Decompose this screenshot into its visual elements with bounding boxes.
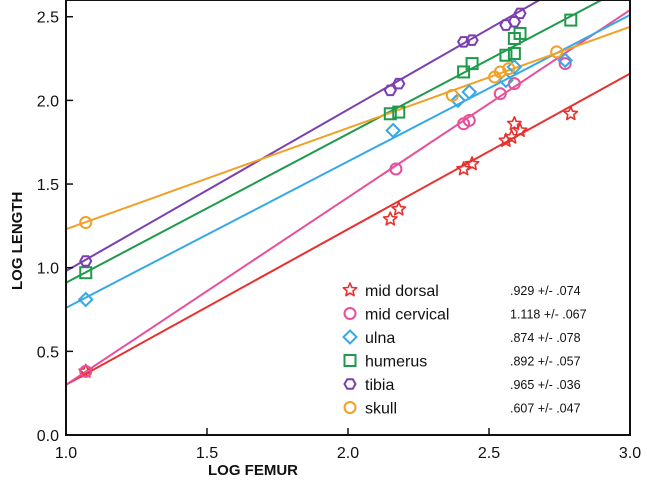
y-tick-label: 2.5 <box>37 10 59 27</box>
point-ulna <box>461 84 478 100</box>
point-ulna <box>77 291 94 308</box>
point-mid-dorsal <box>464 156 480 171</box>
point-mid-dorsal <box>498 132 514 147</box>
point-skull <box>550 45 564 59</box>
legend-label-mid-cervical: mid cervical <box>365 307 449 324</box>
fit-line-ulna <box>66 14 630 309</box>
legend-slope-tibia: .965 +/- .036 <box>510 378 581 392</box>
point-ulna <box>506 59 523 75</box>
legend-marker-tibia <box>343 378 357 390</box>
x-tick-label: 2.5 <box>478 445 500 462</box>
point-tibia <box>383 84 397 97</box>
point-mid-cervical <box>493 87 507 101</box>
x-tick-label: 2.0 <box>337 445 359 462</box>
fit-line-tibia <box>66 0 542 272</box>
y-tick-label: 0.5 <box>37 344 59 361</box>
y-tick-label: 1.5 <box>37 177 59 194</box>
point-mid-cervical <box>389 162 403 176</box>
point-humerus <box>507 47 521 61</box>
point-tibia <box>465 34 479 46</box>
y-axis-title: LOG LENGTH <box>9 192 26 290</box>
legend-slope-mid-dorsal: .929 +/- .074 <box>510 284 581 298</box>
legend-marker-skull <box>343 401 357 414</box>
point-humerus <box>564 13 578 27</box>
x-tick-label: 1.0 <box>55 445 77 462</box>
point-humerus <box>513 26 527 40</box>
point-humerus <box>465 57 479 71</box>
legend-marker-mid-dorsal <box>342 282 358 297</box>
point-mid-dorsal <box>506 116 522 131</box>
data-markers <box>77 7 579 378</box>
point-mid-cervical <box>558 57 572 71</box>
point-skull <box>493 65 507 79</box>
point-skull <box>502 62 516 76</box>
point-skull <box>79 216 93 230</box>
point-tibia <box>456 36 471 48</box>
point-ulna <box>557 52 574 69</box>
point-humerus <box>79 266 93 280</box>
legend-slope-humerus: .892 +/- .057 <box>510 355 581 369</box>
point-tibia <box>513 7 527 20</box>
point-tibia <box>79 255 93 267</box>
point-mid-cervical <box>79 364 93 378</box>
point-ulna <box>450 92 466 109</box>
fit-line-mid-dorsal <box>66 72 630 386</box>
legend-marker-ulna <box>342 329 358 345</box>
legend-label-skull: skull <box>365 401 397 418</box>
legend-label-ulna: ulna <box>365 330 395 347</box>
legend-slope-ulna: .874 +/- .078 <box>510 331 581 345</box>
point-ulna <box>385 122 402 139</box>
x-axis-ticks: 1.0 1.5 2.0 2.5 3.0 <box>55 428 641 462</box>
fit-line-humerus <box>66 0 604 284</box>
point-humerus <box>392 105 406 119</box>
point-mid-dorsal <box>382 211 398 226</box>
point-mid-dorsal <box>563 106 579 121</box>
x-axis-title: LOG FEMUR <box>208 462 298 479</box>
point-humerus <box>383 107 397 121</box>
y-tick-label: 0.0 <box>37 428 59 445</box>
fit-line-skull <box>66 25 630 231</box>
y-axis-ticks: 0.0 0.5 1.0 1.5 2.0 2.5 <box>37 10 73 445</box>
point-humerus <box>499 48 513 62</box>
point-mid-cervical <box>462 113 476 127</box>
point-tibia <box>392 77 406 90</box>
point-skull <box>445 88 459 102</box>
y-tick-label: 1.0 <box>37 261 59 278</box>
legend: mid dorsal .929 +/- .074 mid cervical 1.118… <box>342 282 587 418</box>
legend-label-tibia: tibia <box>365 377 394 394</box>
legend-slope-skull: .607 +/- .047 <box>510 402 581 416</box>
legend-marker-mid-cervical <box>343 307 357 320</box>
legend-slope-mid-cervical: 1.118 +/- .067 <box>510 308 587 322</box>
x-tick-label: 3.0 <box>619 445 641 462</box>
x-tick-label: 1.5 <box>196 445 218 462</box>
point-mid-dorsal <box>512 122 528 137</box>
point-mid-dorsal <box>391 201 407 216</box>
fit-line-mid-cervical <box>66 9 630 386</box>
legend-label-mid-dorsal: mid dorsal <box>365 283 439 300</box>
fit-lines <box>66 0 630 386</box>
legend-marker-humerus <box>343 354 357 367</box>
point-humerus <box>457 65 471 79</box>
y-tick-label: 2.0 <box>37 93 59 110</box>
legend-label-humerus: humerus <box>365 354 427 371</box>
